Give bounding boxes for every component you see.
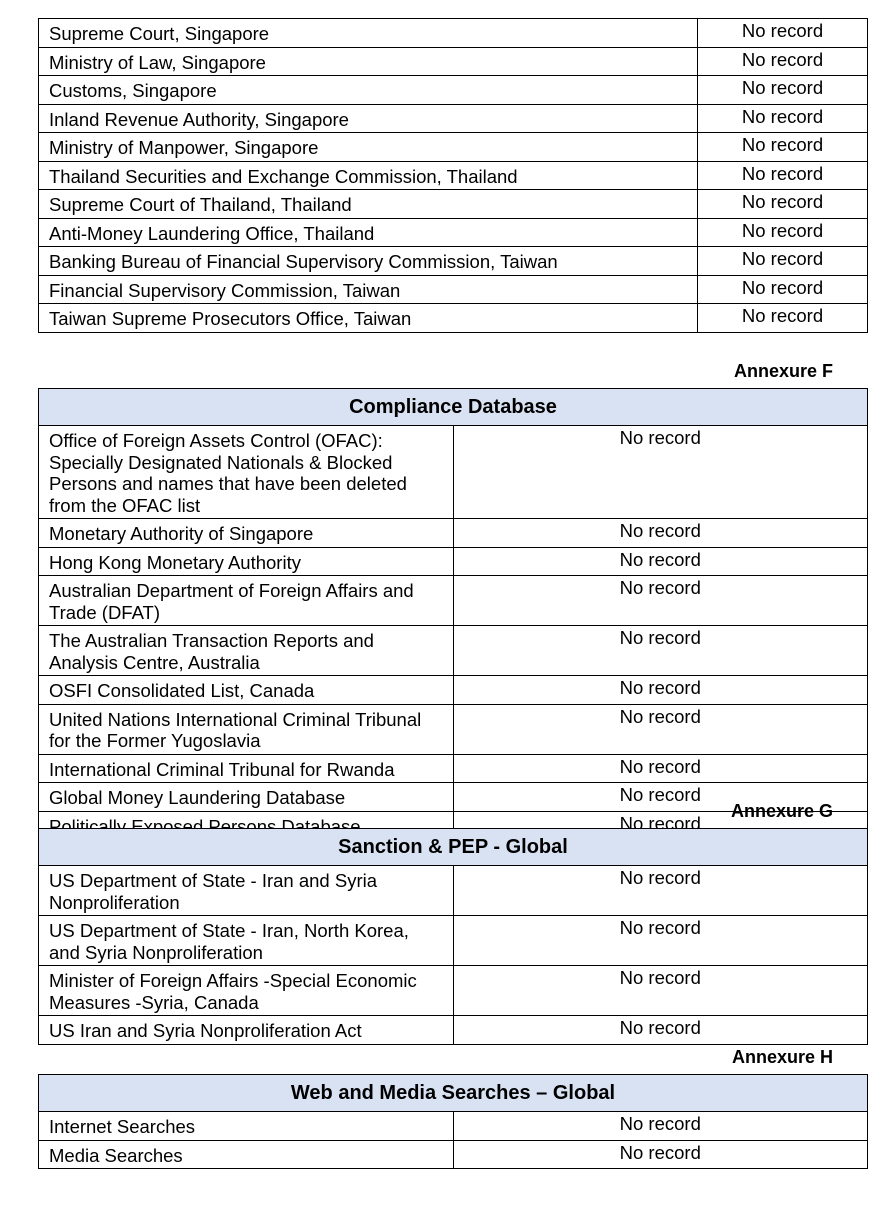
table-row: Monetary Authority of Singapore No record [38, 518, 868, 548]
result-value: No record [452, 1139, 868, 1169]
source-name: Thailand Securities and Exchange Commiss… [38, 160, 698, 190]
result-value: No record [697, 217, 868, 247]
source-name: Ministry of Manpower, Singapore [38, 132, 698, 162]
source-name: US Iran and Syria Nonproliferation Act [38, 1015, 454, 1045]
source-name: Office of Foreign Assets Control (OFAC):… [38, 425, 454, 519]
result-value: No record [697, 274, 868, 304]
table-row: Financial Supervisory Commission, Taiwan… [38, 274, 868, 304]
result-value: No record [452, 425, 868, 519]
table-row: Supreme Court, Singapore No record [38, 18, 868, 48]
table-row: OSFI Consolidated List, Canada No record [38, 675, 868, 705]
table-row: Ministry of Manpower, Singapore No record [38, 132, 868, 162]
source-name: Customs, Singapore [38, 75, 698, 105]
source-name: Monetary Authority of Singapore [38, 518, 454, 548]
results-table: Web and Media Searches – Global Internet … [38, 1074, 868, 1169]
source-name: Financial Supervisory Commission, Taiwan [38, 274, 698, 304]
results-table: Supreme Court, Singapore No record Ministr… [38, 18, 868, 333]
table-title: Compliance Database [38, 388, 868, 426]
results-table: Sanction & PEP - Global US Department of … [38, 828, 868, 1045]
source-name: Internet Searches [38, 1111, 454, 1141]
result-value: No record [697, 132, 868, 162]
source-name: Taiwan Supreme Prosecutors Office, Taiwa… [38, 303, 698, 333]
table-row: Thailand Securities and Exchange Commiss… [38, 160, 868, 190]
source-name: Supreme Court, Singapore [38, 18, 698, 48]
result-value: No record [452, 703, 868, 755]
annexure-label: Annexure H [731, 1047, 833, 1067]
table-row: International Criminal Tribunal for Rwan… [38, 753, 868, 783]
table-row: US Department of State - Iran and Syria … [38, 865, 868, 916]
result-value: No record [452, 675, 868, 705]
result-value: No record [452, 753, 868, 783]
result-value: No record [452, 575, 868, 626]
result-value: No record [697, 18, 868, 48]
source-name: International Criminal Tribunal for Rwan… [38, 753, 454, 783]
source-name: United Nations International Criminal Tr… [38, 703, 454, 755]
result-value: No record [452, 518, 868, 548]
annexure-label: Annexure G [730, 801, 833, 821]
table-row: Customs, Singapore No record [38, 75, 868, 105]
result-value: No record [452, 1111, 868, 1141]
result-value: No record [452, 1015, 868, 1045]
result-value: No record [452, 625, 868, 676]
table-row: Office of Foreign Assets Control (OFAC):… [38, 425, 868, 519]
table-row: Australian Department of Foreign Affairs… [38, 575, 868, 626]
table-row: US Department of State - Iran, North Kor… [38, 915, 868, 966]
source-name: Hong Kong Monetary Authority [38, 546, 454, 576]
source-name: US Department of State - Iran, North Kor… [38, 915, 454, 966]
table-row: Global Money Laundering Database No recor… [38, 782, 868, 812]
table-row: Anti-Money Laundering Office, Thailand No… [38, 217, 868, 247]
source-name: Supreme Court of Thailand, Thailand [38, 189, 698, 219]
result-value: No record [452, 915, 868, 966]
table-row: Supreme Court of Thailand, Thailand No re… [38, 189, 868, 219]
table-row: Inland Revenue Authority, Singapore No re… [38, 103, 868, 133]
annexure-label: Annexure F [733, 361, 833, 381]
source-name: Media Searches [38, 1139, 454, 1169]
source-name: Australian Department of Foreign Affairs… [38, 575, 454, 626]
table-row: Ministry of Law, Singapore No record [38, 46, 868, 76]
table-row: The Australian Transaction Reports and A… [38, 625, 868, 676]
results-table: Compliance Database Office of Foreign Ass… [38, 388, 868, 840]
result-value: No record [697, 103, 868, 133]
result-value: No record [697, 46, 868, 76]
table-row: Minister of Foreign Affairs -Special Eco… [38, 965, 868, 1016]
table-row: United Nations International Criminal Tr… [38, 703, 868, 755]
table-title: Sanction & PEP - Global [38, 828, 868, 866]
source-name: The Australian Transaction Reports and A… [38, 625, 454, 676]
table-title: Web and Media Searches – Global [38, 1074, 868, 1112]
table-row: Internet Searches No record [38, 1111, 868, 1141]
source-name: Ministry of Law, Singapore [38, 46, 698, 76]
table-row: Taiwan Supreme Prosecutors Office, Taiwa… [38, 303, 868, 333]
table-row: Banking Bureau of Financial Supervisory … [38, 246, 868, 276]
result-value: No record [697, 246, 868, 276]
table-row: Media Searches No record [38, 1139, 868, 1169]
source-name: Banking Bureau of Financial Supervisory … [38, 246, 698, 276]
source-name: Global Money Laundering Database [38, 782, 454, 812]
result-value: No record [452, 865, 868, 916]
table-row: Hong Kong Monetary Authority No record [38, 546, 868, 576]
result-value: No record [452, 782, 868, 812]
result-value: No record [452, 965, 868, 1016]
source-name: Inland Revenue Authority, Singapore [38, 103, 698, 133]
result-value: No record [697, 75, 868, 105]
source-name: US Department of State - Iran and Syria … [38, 865, 454, 916]
result-value: No record [697, 189, 868, 219]
source-name: OSFI Consolidated List, Canada [38, 675, 454, 705]
source-name: Anti-Money Laundering Office, Thailand [38, 217, 698, 247]
result-value: No record [697, 160, 868, 190]
result-value: No record [452, 546, 868, 576]
result-value: No record [697, 303, 868, 333]
source-name: Minister of Foreign Affairs -Special Eco… [38, 965, 454, 1016]
table-row: US Iran and Syria Nonproliferation Act No… [38, 1015, 868, 1045]
